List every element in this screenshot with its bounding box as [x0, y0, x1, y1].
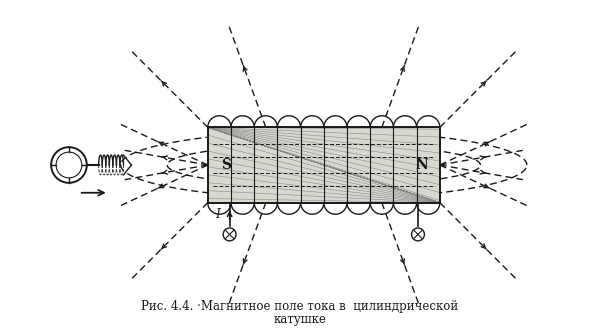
- Text: N: N: [416, 158, 428, 172]
- Text: I: I: [215, 208, 220, 221]
- Text: S: S: [221, 158, 230, 172]
- Bar: [208, 127, 440, 203]
- Text: Рис. 4.4. ·Магнитное поле тока в  цилиндрической: Рис. 4.4. ·Магнитное поле тока в цилиндр…: [142, 300, 458, 313]
- Text: катушке: катушке: [274, 313, 326, 326]
- Bar: [208, 127, 440, 203]
